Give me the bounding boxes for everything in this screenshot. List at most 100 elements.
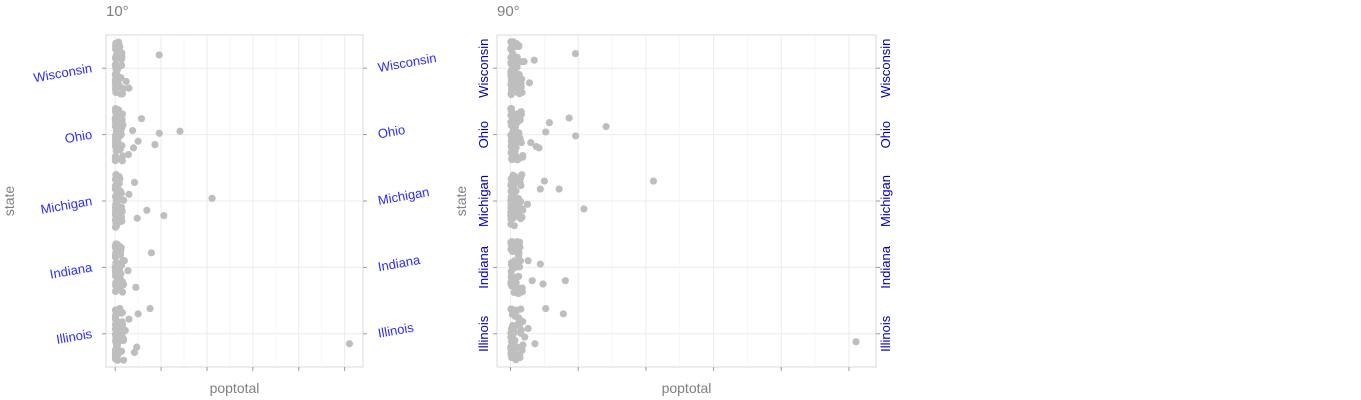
data-point: [116, 304, 124, 313]
data-point: [510, 133, 518, 142]
data-point: [111, 152, 120, 161]
data-point: [147, 249, 156, 257]
data-point: [130, 348, 139, 356]
data-point: [509, 337, 518, 345]
data-point: [507, 272, 515, 280]
data-point: [115, 132, 124, 140]
data-point: [517, 327, 525, 335]
data-point: [565, 114, 573, 122]
data-point: [649, 177, 658, 185]
data-point: [125, 315, 133, 323]
data-point: [111, 53, 120, 62]
y-tick-label-left: Wisconsin: [32, 60, 93, 85]
data-point: [120, 257, 128, 265]
y-tick-label-right: Indiana: [377, 252, 422, 274]
data-point: [542, 304, 550, 313]
data-point: [507, 305, 515, 313]
data-point: [518, 75, 526, 83]
data-point: [117, 55, 126, 63]
data-point: [521, 333, 529, 341]
data-point: [510, 280, 518, 288]
data-point: [513, 273, 521, 281]
data-point: [516, 257, 525, 265]
y-tick-label-left: Michigan: [476, 175, 491, 227]
y-axis-title: state: [1, 186, 17, 217]
data-point: [113, 39, 121, 47]
data-point: [114, 279, 122, 287]
data-point: [572, 132, 580, 140]
data-point: [510, 200, 518, 208]
y-tick-label-right: Wisconsin: [377, 50, 438, 75]
data-point: [129, 144, 138, 152]
data-point: [507, 175, 515, 183]
data-point: [118, 157, 126, 165]
data-point: [119, 356, 128, 364]
data-point: [112, 147, 120, 155]
data-point: [151, 140, 159, 149]
y-tick-label-left: Illinois: [55, 326, 94, 347]
data-point: [542, 128, 550, 136]
data-point: [116, 250, 125, 258]
data-point: [517, 318, 525, 326]
data-point: [132, 283, 140, 291]
data-point: [124, 150, 133, 159]
data-point: [134, 137, 142, 145]
chart-10-degrees: Illinois Illinois Indiana Indiana Michigan Mi…: [1, 3, 438, 396]
data-point: [124, 267, 132, 275]
y-tick-label-right: Wisconsin: [878, 39, 893, 98]
data-point: [536, 260, 544, 268]
data-point: [507, 187, 515, 195]
data-point: [518, 288, 526, 296]
data-point: [111, 216, 120, 224]
y-tick-label-left: Wisconsin: [476, 39, 491, 98]
data-point: [571, 49, 580, 58]
y-tick-label-left: Indiana: [476, 245, 491, 288]
data-point: [510, 288, 518, 297]
data-point: [112, 200, 120, 208]
y-tick-label-right: Ohio: [377, 122, 407, 142]
data-point: [532, 142, 540, 151]
data-point: [524, 324, 532, 333]
data-point: [519, 341, 527, 349]
data-point: [512, 356, 520, 364]
data-point: [160, 212, 168, 220]
data-point: [555, 185, 563, 193]
data-point: [129, 127, 137, 135]
y-tick-label-left: Indiana: [49, 259, 94, 281]
data-point: [118, 288, 127, 296]
x-axis-title: poptotal: [662, 380, 712, 396]
data-point: [512, 80, 521, 88]
data-point: [507, 90, 515, 98]
data-point: [508, 108, 516, 117]
data-point: [208, 194, 216, 202]
data-point: [511, 264, 519, 272]
y-tick-label-left: Ohio: [476, 121, 491, 148]
data-point: [115, 172, 123, 181]
data-point: [509, 127, 517, 135]
data-point: [508, 321, 517, 330]
data-point: [512, 342, 520, 351]
data-point: [137, 115, 146, 123]
data-point: [527, 138, 535, 147]
data-point: [852, 338, 860, 346]
data-point: [513, 156, 521, 164]
data-point: [155, 129, 163, 137]
data-point: [176, 127, 184, 135]
data-point: [525, 79, 534, 87]
data-point: [119, 85, 128, 93]
y-tick-label-right: Indiana: [878, 245, 893, 288]
data-point: [536, 185, 544, 193]
y-tick-label-right: Illinois: [878, 315, 893, 352]
data-point: [121, 326, 129, 335]
data-point: [114, 106, 123, 114]
data-point: [114, 138, 122, 146]
data-point: [513, 63, 521, 71]
data-point: [508, 154, 516, 163]
data-point: [530, 56, 538, 64]
data-point: [507, 220, 515, 228]
data-point: [602, 123, 610, 131]
data-point: [520, 57, 528, 66]
data-point: [111, 70, 120, 78]
data-point: [125, 84, 133, 92]
data-point: [113, 78, 121, 86]
